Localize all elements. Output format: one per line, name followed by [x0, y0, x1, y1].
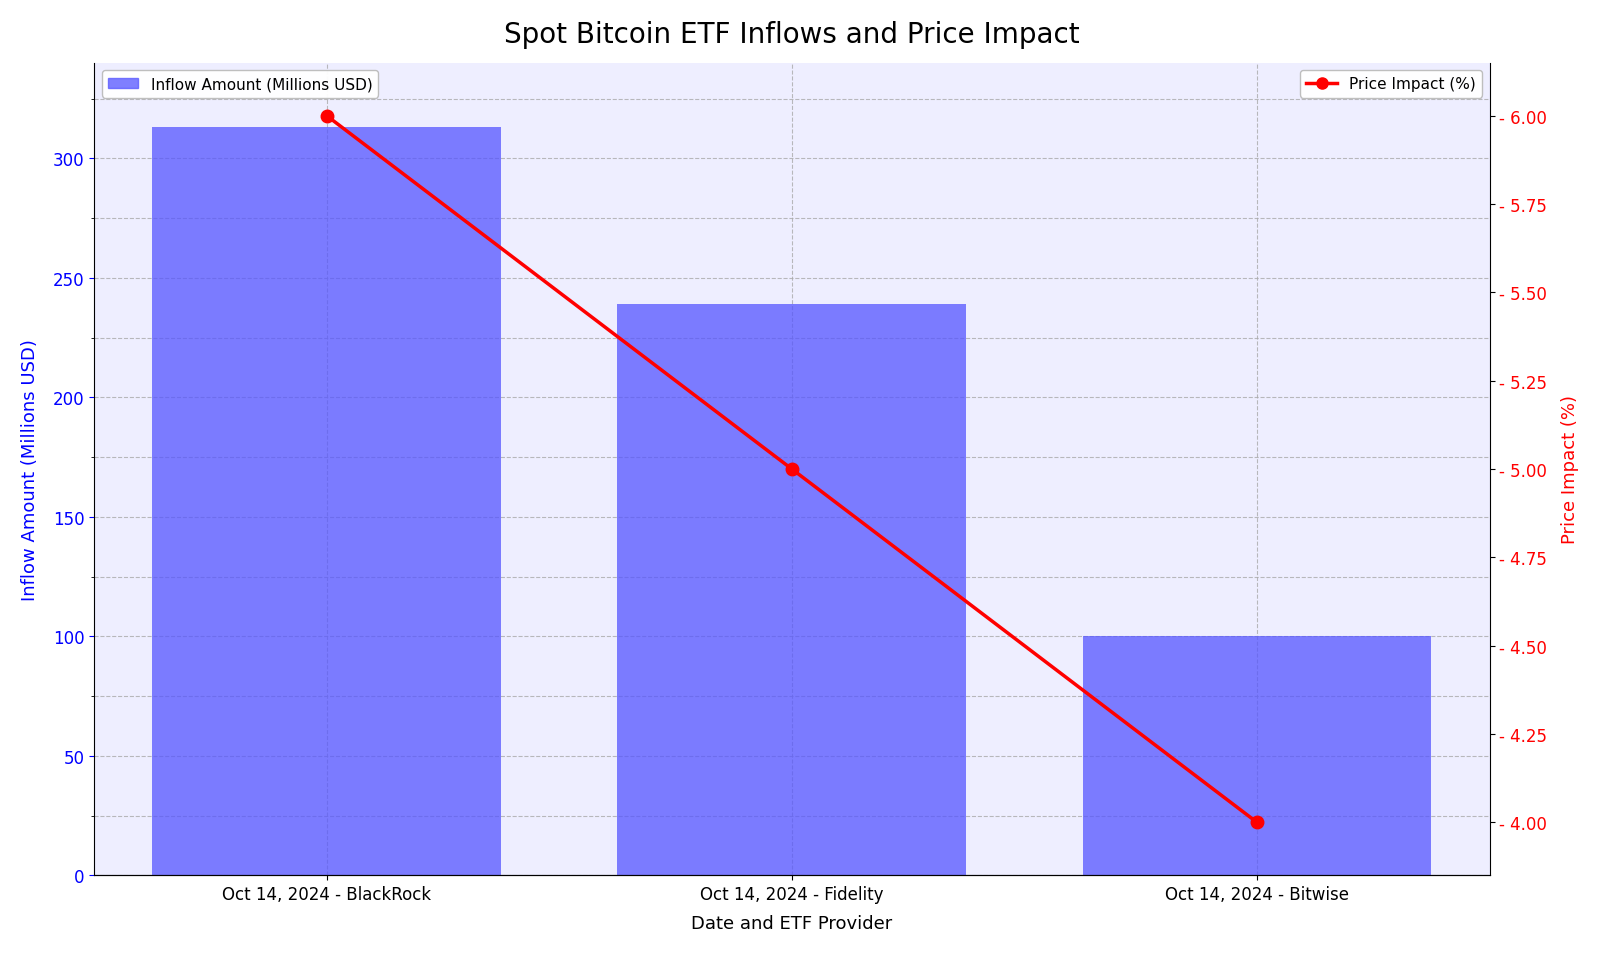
Y-axis label: Price Impact (%): Price Impact (%) — [1562, 395, 1579, 544]
Title: Spot Bitcoin ETF Inflows and Price Impact: Spot Bitcoin ETF Inflows and Price Impac… — [504, 21, 1080, 49]
Bar — [618, 305, 966, 876]
Bar — [152, 128, 501, 876]
Legend: Inflow Amount (Millions USD): Inflow Amount (Millions USD) — [102, 71, 379, 98]
Bar — [1083, 637, 1432, 876]
Legend: Price Impact (%): Price Impact (%) — [1301, 71, 1482, 98]
X-axis label: Date and ETF Provider: Date and ETF Provider — [691, 914, 893, 932]
Y-axis label: Inflow Amount (Millions USD): Inflow Amount (Millions USD) — [21, 338, 38, 600]
